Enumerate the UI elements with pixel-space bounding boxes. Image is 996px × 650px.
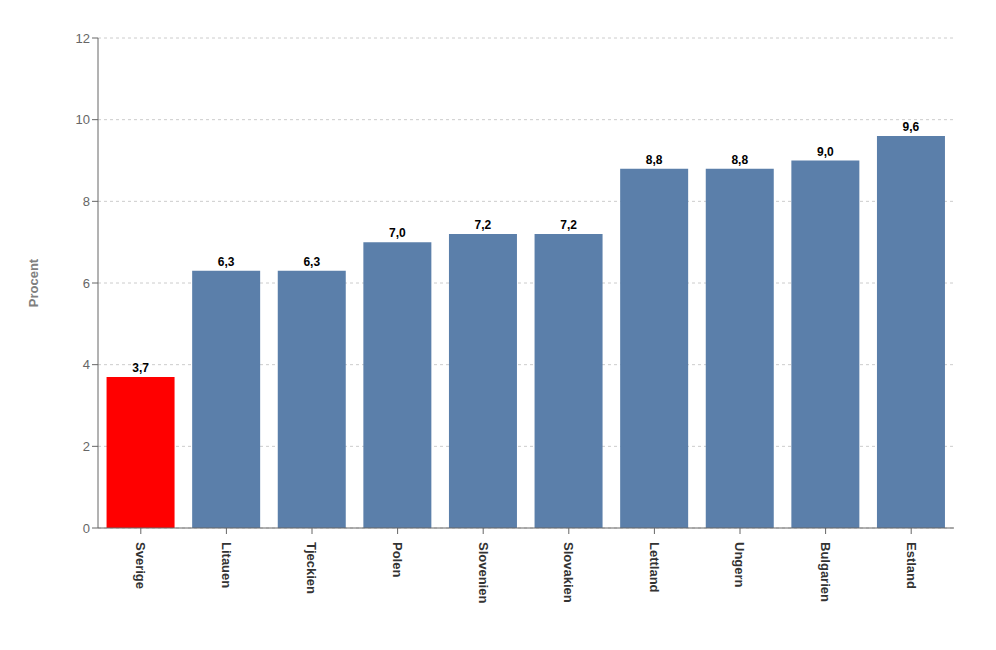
svg-text:0: 0 [83,521,90,536]
svg-text:6,3: 6,3 [303,255,320,269]
svg-text:Procent: Procent [26,258,41,307]
svg-text:7,0: 7,0 [389,226,406,240]
svg-text:8: 8 [83,194,90,209]
svg-text:6: 6 [83,276,90,291]
svg-text:6,3: 6,3 [218,255,235,269]
svg-text:Tjeckien: Tjeckien [304,542,319,594]
svg-text:4: 4 [83,357,90,372]
svg-text:Bulgarien: Bulgarien [818,542,833,602]
svg-text:8,8: 8,8 [731,153,748,167]
svg-text:Litauen: Litauen [219,542,234,588]
svg-text:8,8: 8,8 [646,153,663,167]
svg-text:Lettland: Lettland [647,542,662,593]
svg-text:Slovakien: Slovakien [561,542,576,603]
svg-text:Estland: Estland [904,542,919,589]
svg-text:3,7: 3,7 [132,361,149,375]
svg-text:Slovenien: Slovenien [476,542,491,603]
svg-text:7,2: 7,2 [560,218,577,232]
svg-text:Sverige: Sverige [133,542,148,589]
svg-text:Ungern: Ungern [732,542,747,588]
svg-text:7,2: 7,2 [475,218,492,232]
svg-text:9,0: 9,0 [817,145,834,159]
svg-text:Polen: Polen [390,542,405,577]
svg-text:2: 2 [83,439,90,454]
svg-text:12: 12 [76,31,90,46]
svg-text:10: 10 [76,112,90,127]
svg-text:9,6: 9,6 [903,120,920,134]
